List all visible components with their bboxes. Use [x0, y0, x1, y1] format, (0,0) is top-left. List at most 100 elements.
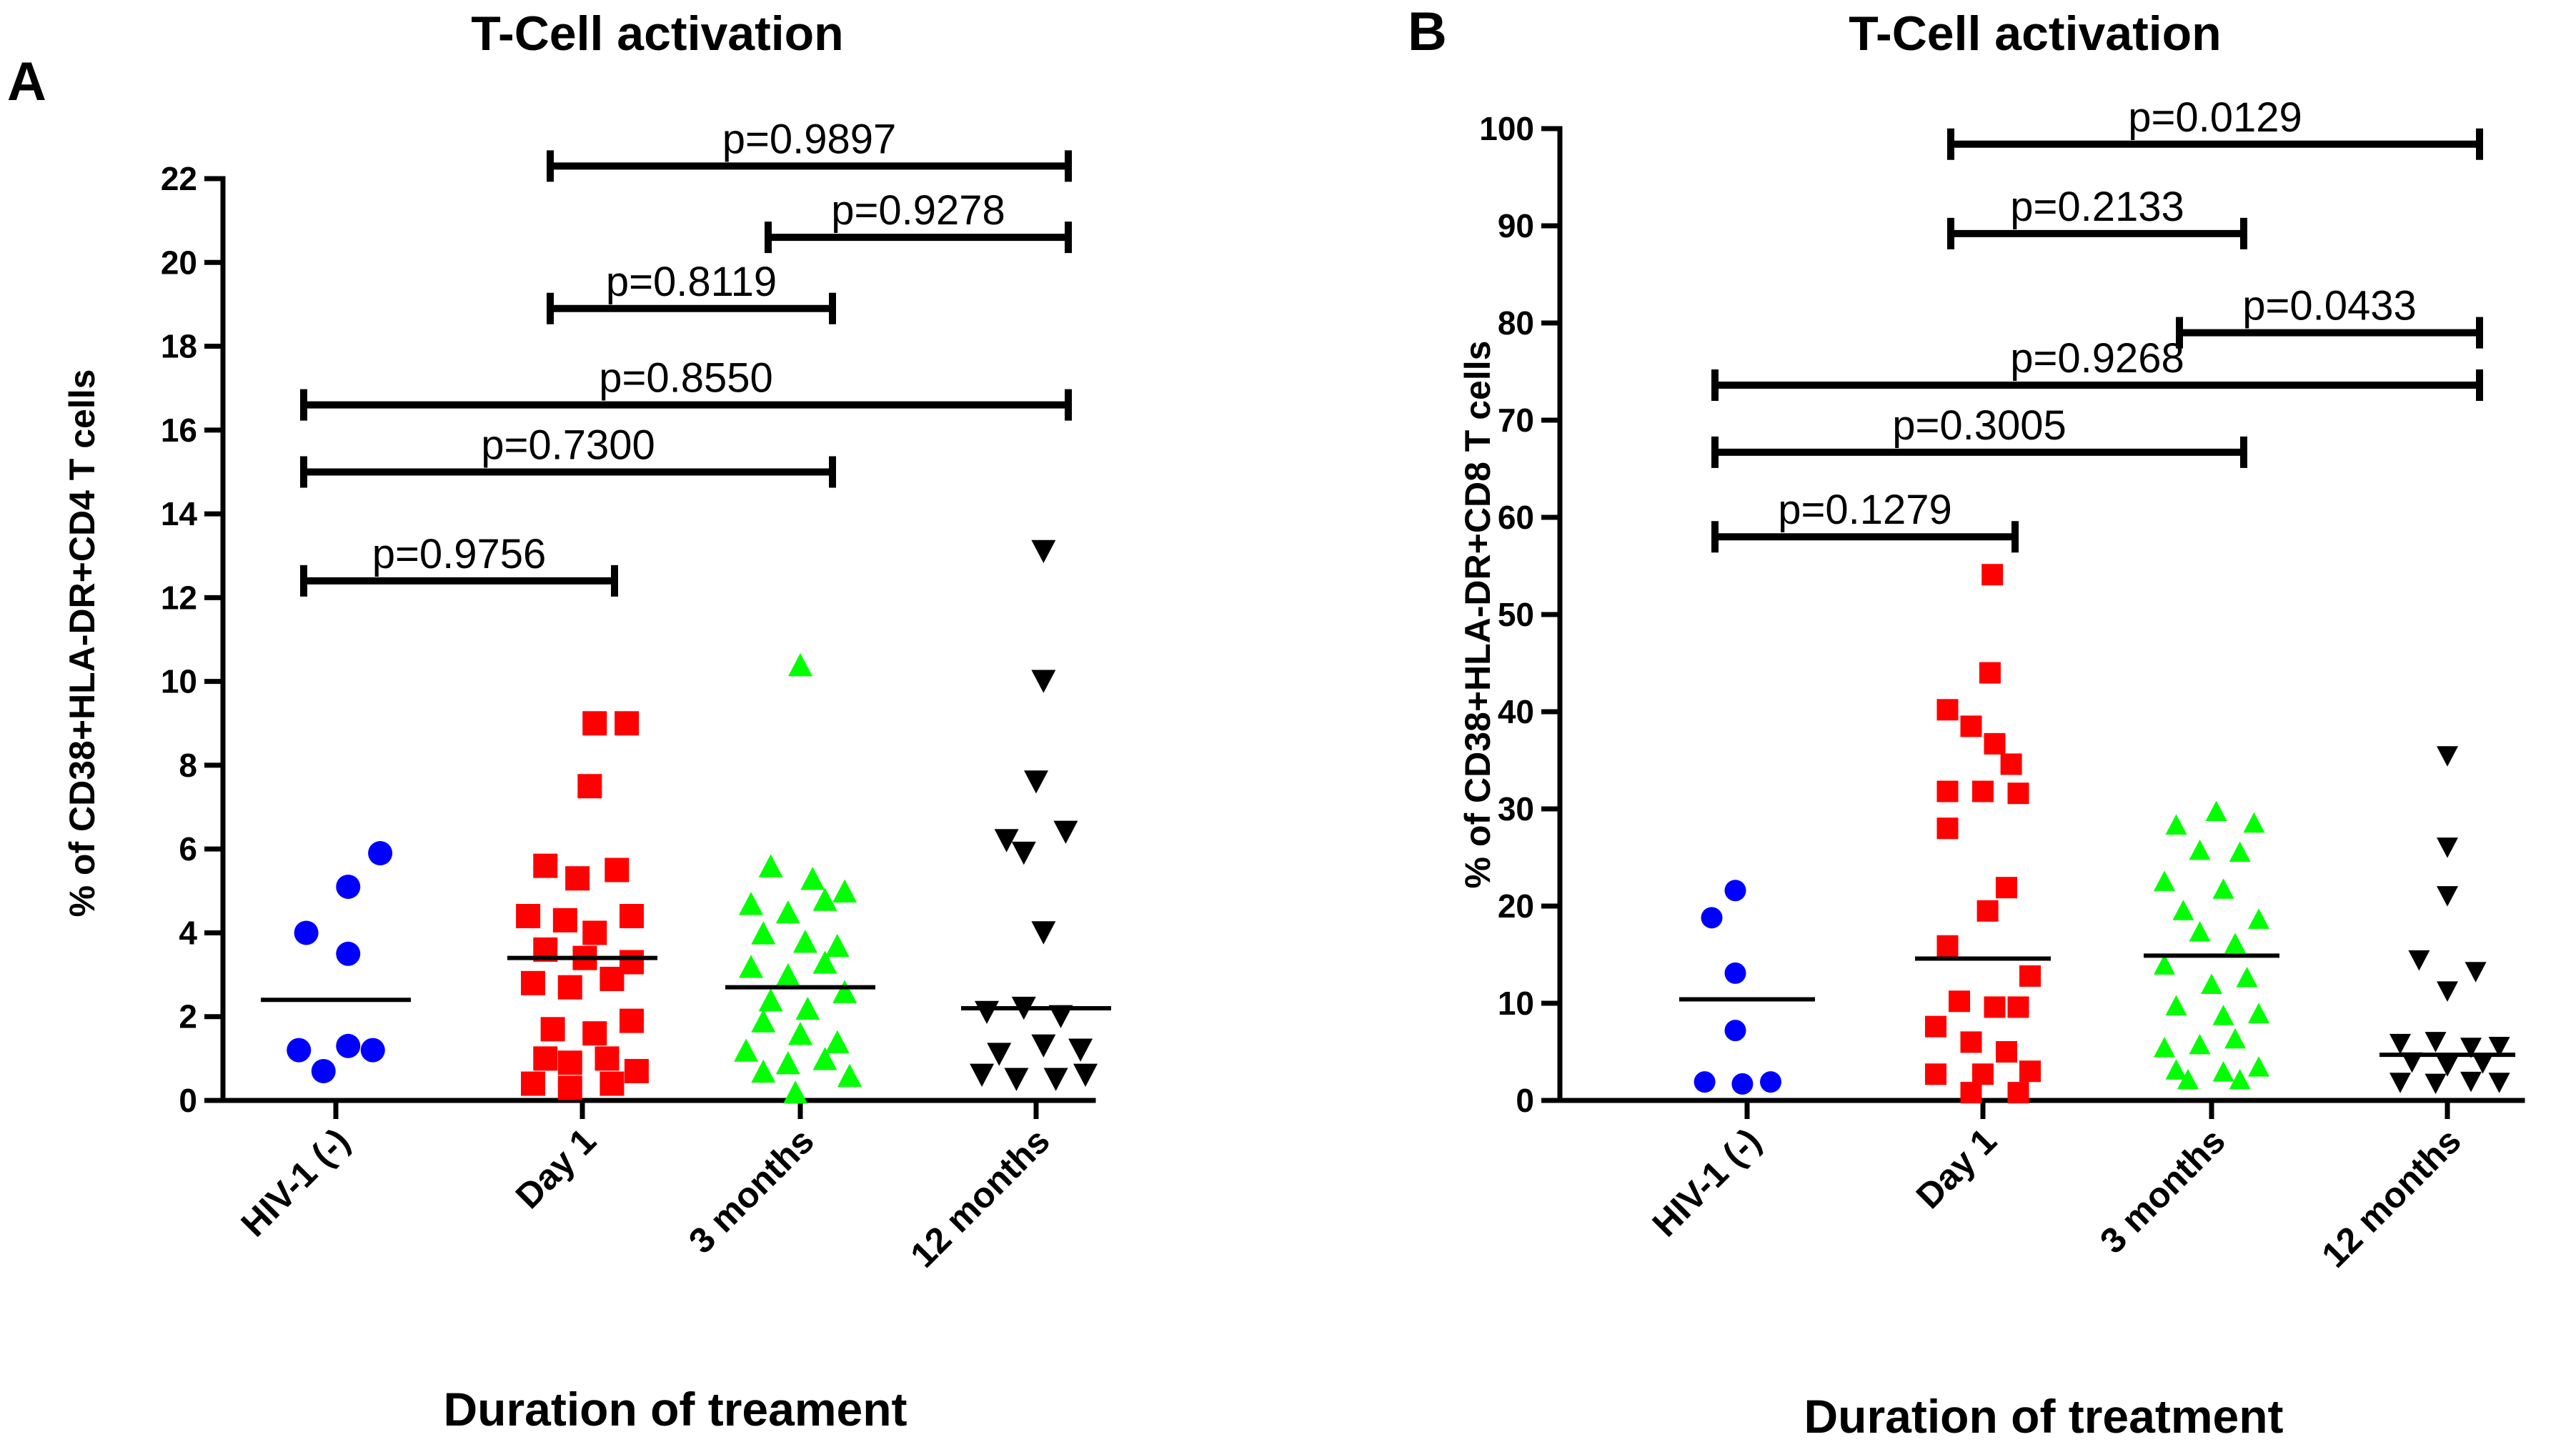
- data-point: [751, 1009, 776, 1033]
- data-point: [2408, 950, 2430, 971]
- x-category-label: Day 1: [508, 1120, 604, 1216]
- y-tick-label: 0: [179, 1082, 197, 1119]
- x-category-label: Day 1: [1909, 1120, 2004, 1216]
- data-point: [595, 1046, 620, 1071]
- data-point: [533, 853, 558, 878]
- data-point: [533, 1046, 558, 1071]
- data-point: [832, 879, 857, 902]
- significance-bracket: [300, 456, 836, 488]
- p-value-label: p=0.7300: [481, 422, 655, 468]
- data-point: [1031, 539, 1056, 564]
- data-point: [775, 963, 800, 987]
- data-point: [2389, 1073, 2411, 1093]
- data-point: [336, 874, 361, 899]
- significance-bracket: [1947, 217, 2247, 249]
- significance-bracket: [1711, 521, 2019, 553]
- significance-bracket: [2176, 317, 2483, 349]
- data-point: [1936, 935, 1959, 957]
- data-point: [2000, 753, 2022, 775]
- data-point: [758, 854, 783, 877]
- p-value-label: p=0.9268: [2010, 335, 2184, 382]
- x-category-label: HIV-1 (-): [234, 1120, 357, 1244]
- data-point: [2007, 1082, 2029, 1104]
- y-tick-label: 10: [161, 663, 197, 700]
- data-point: [557, 1075, 582, 1100]
- data-point: [1925, 1063, 1946, 1085]
- data-point: [2488, 1036, 2510, 1058]
- data-point: [582, 711, 607, 736]
- x-category-label: 3 months: [681, 1120, 822, 1261]
- data-point: [2465, 962, 2487, 983]
- data-point: [994, 829, 1019, 852]
- data-point: [600, 1071, 625, 1096]
- data-point: [1031, 1034, 1056, 1058]
- data-point: [2401, 1052, 2423, 1073]
- data-point: [1694, 1071, 1716, 1093]
- y-tick-label: 20: [161, 244, 197, 281]
- data-point: [788, 653, 812, 677]
- data-point: [2007, 782, 2029, 805]
- data-point: [2201, 973, 2222, 995]
- data-point: [2212, 1005, 2234, 1025]
- data-point: [540, 1017, 565, 1042]
- data-point: [2248, 1056, 2269, 1077]
- panel-letter: B: [1408, 1, 1447, 62]
- data-point: [1731, 1073, 1754, 1095]
- series-triangle-down: [2389, 746, 2510, 1095]
- data-point: [360, 1038, 385, 1063]
- significance-bracket: [765, 222, 1072, 254]
- data-point: [2177, 1068, 2199, 1090]
- data-point: [1979, 662, 2001, 684]
- data-point: [795, 996, 820, 1020]
- data-point: [582, 920, 607, 945]
- data-point: [739, 892, 763, 915]
- data-point: [2243, 812, 2265, 833]
- data-point: [287, 1038, 312, 1063]
- data-point: [582, 1021, 607, 1046]
- chart-title: T-Cell activation: [1849, 6, 2221, 61]
- data-point: [739, 955, 763, 978]
- y-tick-label: 8: [179, 747, 197, 784]
- y-tick-label: 22: [161, 160, 197, 197]
- y-tick-label: 20: [1498, 887, 1534, 925]
- data-point: [2389, 1033, 2411, 1055]
- y-tick-label: 30: [1498, 790, 1534, 827]
- y-tick-label: 18: [161, 328, 197, 365]
- series-circle: [287, 841, 393, 1083]
- data-point: [1972, 780, 1994, 802]
- data-point: [620, 904, 644, 928]
- data-point: [975, 1000, 999, 1025]
- p-value-label: p=0.0433: [2242, 283, 2417, 329]
- data-point: [812, 1047, 837, 1070]
- data-point: [2425, 1073, 2447, 1095]
- data-point: [2460, 1038, 2482, 1058]
- series-triangle-up: [2154, 800, 2269, 1090]
- p-value-label: p=0.0129: [2128, 94, 2302, 141]
- data-point: [2165, 814, 2187, 835]
- data-point: [792, 930, 817, 953]
- significance-bracket: [300, 389, 1072, 421]
- significance-bracket: [300, 565, 618, 597]
- data-point: [1949, 990, 1970, 1013]
- data-point: [812, 950, 837, 974]
- data-point: [2437, 1056, 2458, 1077]
- y-tick-label: 4: [179, 914, 197, 951]
- data-point: [1068, 1038, 1093, 1062]
- x-category-label: HIV-1 (-): [1645, 1120, 1769, 1244]
- y-tick-label: 10: [1498, 985, 1534, 1022]
- x-axis-title: Duration of treatment: [1804, 1390, 2283, 1443]
- significance-bracket: [1711, 369, 2483, 402]
- data-point: [294, 920, 319, 945]
- x-category-label: 12 months: [2314, 1120, 2468, 1275]
- y-tick-label: 60: [1498, 499, 1534, 536]
- data-point: [775, 900, 800, 924]
- x-category-label: 12 months: [902, 1120, 1057, 1275]
- data-point: [557, 1050, 582, 1075]
- data-point: [1004, 1068, 1029, 1091]
- data-point: [1724, 962, 1746, 984]
- significance-bracket: [1947, 128, 2483, 160]
- data-point: [2019, 1060, 2041, 1083]
- data-point: [336, 1033, 361, 1058]
- data-point: [1936, 817, 1959, 840]
